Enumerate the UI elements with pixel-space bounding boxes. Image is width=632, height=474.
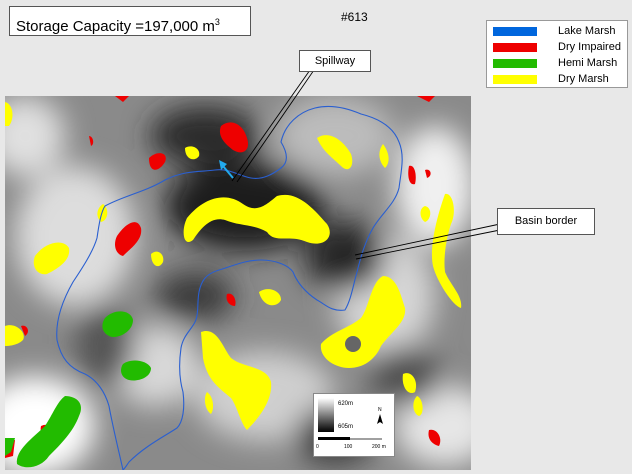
scale-segment (318, 437, 350, 440)
map-canvas (5, 96, 471, 470)
basin-border-callout: Basin border (497, 208, 595, 235)
legend-swatch-dry-marsh (493, 75, 537, 84)
legend-label-dry-impaired: Dry Impaired (558, 41, 621, 53)
dem-background (5, 96, 471, 470)
storage-capacity-title: Storage Capacity =197,000 m3 (9, 6, 251, 36)
legend-item-dry-impaired: Dry Impaired (487, 40, 627, 54)
map-id-label: #613 (341, 10, 368, 24)
spillway-arrow (219, 160, 234, 179)
scale-tick-100: 100 (344, 444, 353, 450)
title-unit-power: 3 (214, 17, 220, 27)
scale-and-elevation-key: 620m 605m N 0 100 200 m (313, 393, 395, 457)
elevation-map (5, 96, 471, 470)
elev-low-label: 605m (338, 424, 353, 430)
north-arrow-icon: N (377, 407, 383, 424)
elev-high-label: 620m (338, 401, 353, 407)
legend-swatch-hemi-marsh (493, 59, 537, 68)
legend-label-dry-marsh: Dry Marsh (558, 73, 609, 85)
hemi-marsh-patches (5, 311, 151, 468)
title-unit: m (202, 18, 215, 35)
legend-swatch-lake-marsh (493, 27, 537, 36)
svg-text:N: N (378, 407, 382, 413)
legend-item-lake-marsh: Lake Marsh (487, 24, 627, 38)
legend-item-dry-marsh: Dry Marsh (487, 72, 627, 86)
title-prefix: Storage Capacity = (16, 18, 144, 35)
elevation-ramp (318, 398, 334, 432)
legend-item-hemi-marsh: Hemi Marsh (487, 56, 627, 70)
legend: Lake Marsh Dry Impaired Hemi Marsh Dry M… (486, 20, 628, 88)
scale-tick-0: 0 (316, 444, 319, 450)
spillway-callout: Spillway (299, 50, 371, 72)
scale-tick-200: 200 m (372, 444, 386, 450)
legend-label-hemi-marsh: Hemi Marsh (558, 57, 618, 69)
scale-key-graphic: 620m 605m N 0 100 200 m (316, 398, 386, 450)
legend-swatch-dry-impaired (493, 43, 537, 52)
legend-label-lake-marsh: Lake Marsh (558, 25, 616, 37)
title-value: 197,000 (144, 18, 199, 35)
dry-marsh-patches (5, 102, 462, 430)
